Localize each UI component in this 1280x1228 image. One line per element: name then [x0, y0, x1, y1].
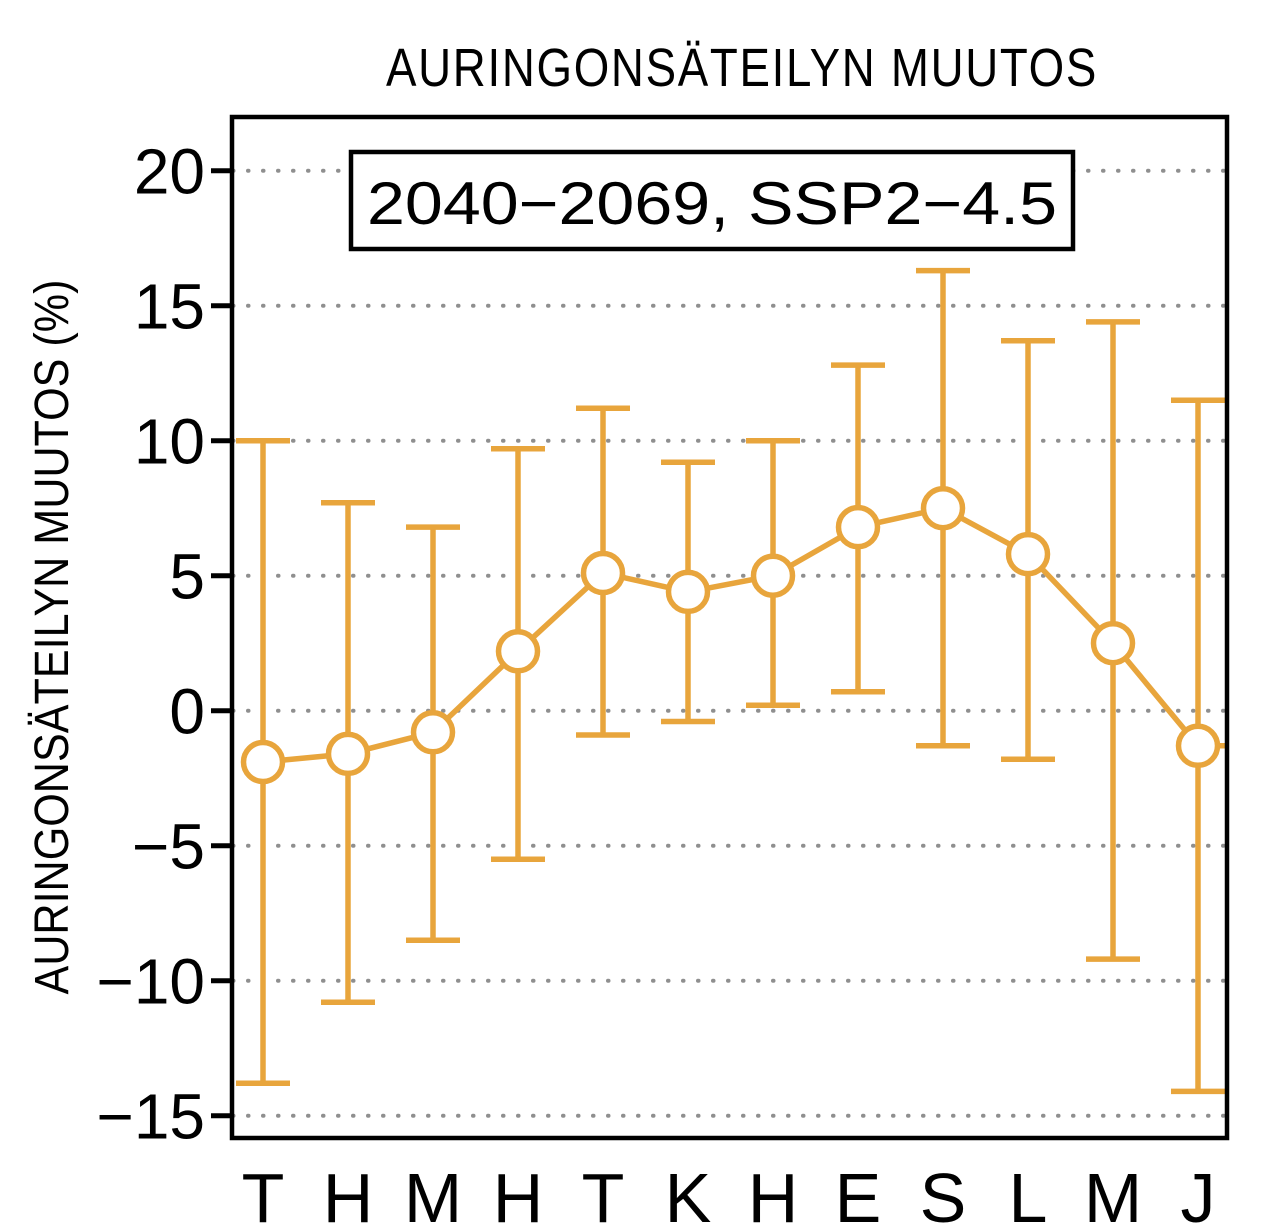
- data-point-marker: [920, 485, 966, 531]
- x-tick-label: T: [242, 1159, 285, 1228]
- series-layer: [262, 505, 1226, 765]
- y-tick-label: −10: [96, 946, 205, 1018]
- x-tick-label: H: [748, 1159, 799, 1228]
- data-point-marker: [1090, 620, 1136, 666]
- y-tick-label: 10: [134, 406, 205, 478]
- x-tick-label: H: [323, 1159, 374, 1228]
- y-axis-title: AURINGONSÄTEILYN MUUTOS (%): [26, 280, 79, 995]
- ytick-layer: 20 15 10 5 0 −5 −10 −15: [96, 136, 230, 1153]
- y-tick-label: 0: [169, 676, 205, 748]
- x-tick-label: M: [1084, 1159, 1142, 1228]
- annotation-label: 2040−2069, SSP2−4.5: [367, 170, 1057, 237]
- y-tick-label: 20: [134, 136, 205, 208]
- x-tick-label: K: [665, 1159, 712, 1228]
- x-tick-label: E: [835, 1159, 882, 1228]
- x-tick-label: L: [1009, 1159, 1048, 1228]
- data-point-marker: [835, 504, 881, 550]
- grid-layer: [231, 168, 1228, 1118]
- annotation-box: [348, 149, 1076, 252]
- x-tick-label: H: [493, 1159, 544, 1228]
- x-tick-label: S: [920, 1159, 967, 1228]
- marker-layer: [240, 485, 1221, 785]
- data-point-marker: [240, 739, 286, 785]
- y-tick-label: 15: [134, 271, 205, 343]
- data-point-marker: [1005, 531, 1051, 577]
- y-tick-label: −15: [96, 1081, 205, 1153]
- data-point-marker: [665, 569, 711, 615]
- errorbar-layer: [236, 267, 1225, 1095]
- x-tick-label: T: [582, 1159, 625, 1228]
- chart-title: AURINGONSÄTEILYN MUUTOS: [386, 38, 1098, 98]
- x-tick-label: J: [1181, 1159, 1216, 1228]
- x-tick-label: M: [404, 1159, 462, 1228]
- plot-border: [229, 114, 1230, 1141]
- y-tick-label: 5: [169, 541, 205, 613]
- data-point-marker: [495, 629, 541, 674]
- data-point-marker: [325, 731, 371, 777]
- data-point-marker: [750, 553, 796, 598]
- data-point-marker: [1175, 723, 1221, 769]
- series-line: [262, 505, 1226, 765]
- data-point-marker: [580, 550, 626, 596]
- y-tick-label: −5: [132, 811, 205, 883]
- data-point-marker: [410, 710, 456, 755]
